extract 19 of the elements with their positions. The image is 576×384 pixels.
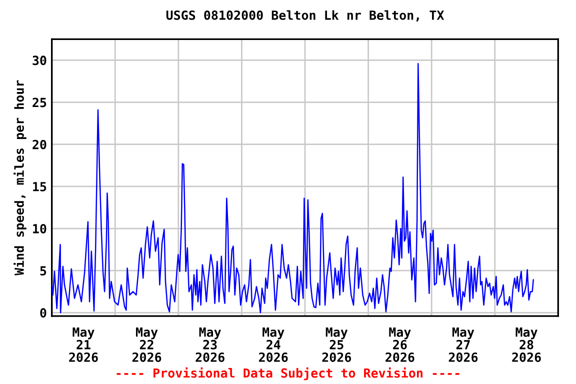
x-tick-label: May 21 2026 (69, 328, 98, 362)
text: ---- Provisional Data Subject to Revision ---- (116, 367, 460, 380)
chart-title: USGS 08102000 Belton Lk nr Belton, TX (166, 10, 444, 22)
x-tick-label: May 25 2026 (322, 328, 352, 362)
y-tick-label: 30 (32, 56, 46, 66)
y-tick-label: 15 (33, 182, 46, 192)
y-axis-title: Wind speed, miles per hour (14, 80, 26, 276)
x-tick-label: May 24 2026 (259, 328, 288, 362)
x-tick-label: May 27 2026 (448, 328, 478, 362)
y-tick-label: 10 (33, 224, 46, 234)
x-tick-label: May 23 2026 (196, 328, 224, 362)
line-series (52, 62, 534, 314)
y-tick-label: 20 (32, 140, 46, 150)
y-tick-label: 0 (40, 308, 46, 318)
y-tick-label: 25 (32, 98, 46, 108)
x-tick-label: May 28 2026 (512, 328, 541, 362)
y-tick-label: 5 (40, 266, 46, 276)
x-tick-label: May 26 2026 (386, 328, 414, 362)
x-tick-label: May 22 2026 (132, 328, 162, 362)
